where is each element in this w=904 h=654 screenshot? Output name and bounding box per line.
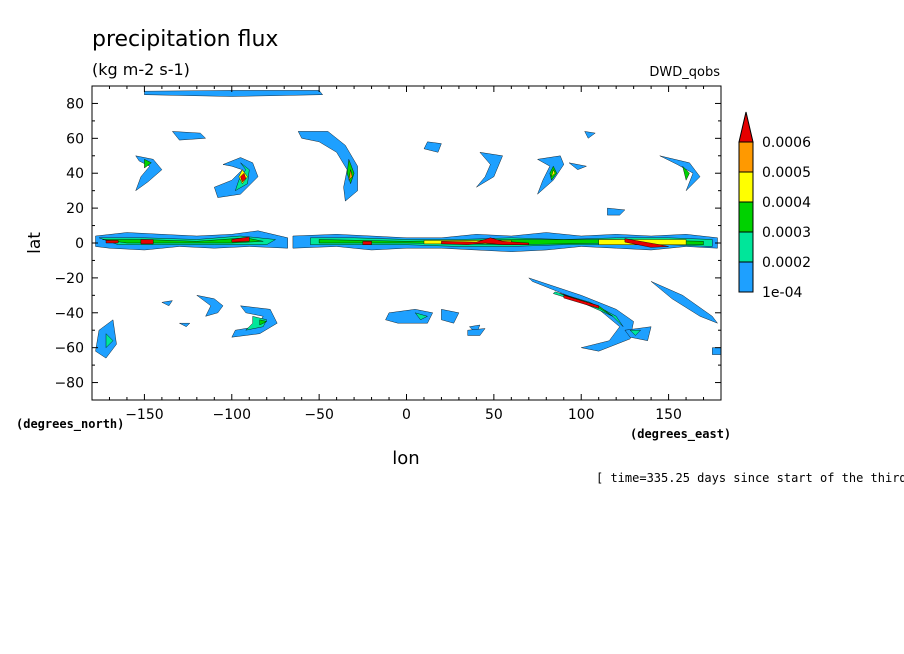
contour-indian-band-46 [563,295,599,309]
contour-arctic-band-0 [144,90,323,97]
colorbar-segment [738,141,754,173]
y-units-label: (degrees_north) [16,417,124,432]
y-tick-label: 20 [66,201,84,217]
contour-sp-small3-55 [467,328,486,336]
contour-sp-small-53 [161,300,173,306]
colorbar-label: 0.0005 [762,165,811,181]
x-tick-label: −150 [125,407,163,423]
contour-itcz-mid-14 [362,241,372,245]
contour-storm-atl-21 [298,131,358,202]
dataset-label: DWD_qobs [649,65,720,80]
contour-itcz-west-4 [105,240,119,244]
contour-siberia-27 [584,131,596,139]
contour-sp-west-51 [105,333,114,348]
colorbar-label: 1e-04 [762,285,802,301]
contour-sp-east2-49 [629,330,641,336]
y-tick-label: −60 [54,341,84,357]
colorbar-segment [738,201,754,233]
contour-europe-25 [476,152,503,188]
y-tick-label: −80 [54,376,84,392]
contour-fills [95,90,722,359]
x-units-label: (degrees_east) [630,427,731,442]
contour-storm-sp1-37 [259,319,267,326]
colorbar-segment [738,171,754,203]
contour-sp-east1-47 [650,281,718,324]
contour-aleutian-24 [172,131,206,141]
contour-storm-sp4-41 [441,309,460,324]
contour-asia1-30 [551,169,556,177]
y-tick-label: −20 [54,271,84,287]
colorbar-segment [738,261,754,293]
contour-storm-atl-23 [348,169,353,181]
contour-itcz-mid-13 [624,238,669,248]
y-tick-label: 60 [66,131,84,147]
colorbar-label: 0.0003 [762,225,811,241]
contour-pacific1-32 [659,155,701,191]
x-tick-label: 150 [655,407,682,423]
x-axis: −150 −100 −50 0 50 100 150 [91,86,722,423]
contour-storm-sp3-40 [415,312,428,320]
y-tick-label: 0 [75,236,84,252]
contour-tropical-n-34 [607,207,626,216]
contour-storm-sp2-38 [196,295,224,317]
colorbar-label: 0.0002 [762,255,811,271]
x-tick-label: 0 [402,407,411,423]
colorbar-overflow-arrow [738,111,754,143]
x-tick-label: −50 [304,407,334,423]
contour-itcz-west-5 [140,239,154,245]
x-tick-label: −100 [213,407,251,423]
contour-sp-westedge-52 [712,347,722,355]
y-tick-label: 80 [66,96,84,112]
chart-title: precipitation flux [92,27,278,52]
colorbar: 1e-04 0.0002 0.0003 0.0004 0.0005 0.0006 [738,111,811,301]
x-tick-label: 100 [568,407,595,423]
x-axis-label: lon [392,448,419,469]
colorbar-segment [738,231,754,263]
contour-europe2-26 [423,141,442,153]
y-axis: 80 60 40 20 0 −20 −40 −60 −80 [54,85,721,401]
x-tick-label: 50 [485,407,503,423]
contour-storm-np2-17 [214,157,259,198]
y-tick-label: −40 [54,306,84,322]
contour-itcz-mid-12 [441,237,529,245]
colorbar-label: 0.0004 [762,195,811,211]
colorbar-label: 0.0006 [762,135,811,151]
y-tick-label: 40 [66,166,84,182]
time-footer: [ time=335.25 days since start of the th… [596,471,904,485]
y-axis-label: lat [25,232,45,254]
contour-sp-small2-54 [179,323,190,327]
contour-asia2-31 [568,162,587,170]
contour-storm-sp1-36 [245,316,267,331]
contour-itcz-west-6 [231,236,250,243]
chart-subtitle: (kg m-2 s-1) [92,60,190,79]
contour-storm-np2-20 [240,173,246,183]
contour-pacific1-33 [682,166,690,181]
contour-storm-np1-15 [135,155,163,191]
contour-storm-sp1-35 [231,305,278,338]
contour-indian-band-43 [528,277,634,352]
contour-storm-np1-16 [144,159,152,169]
